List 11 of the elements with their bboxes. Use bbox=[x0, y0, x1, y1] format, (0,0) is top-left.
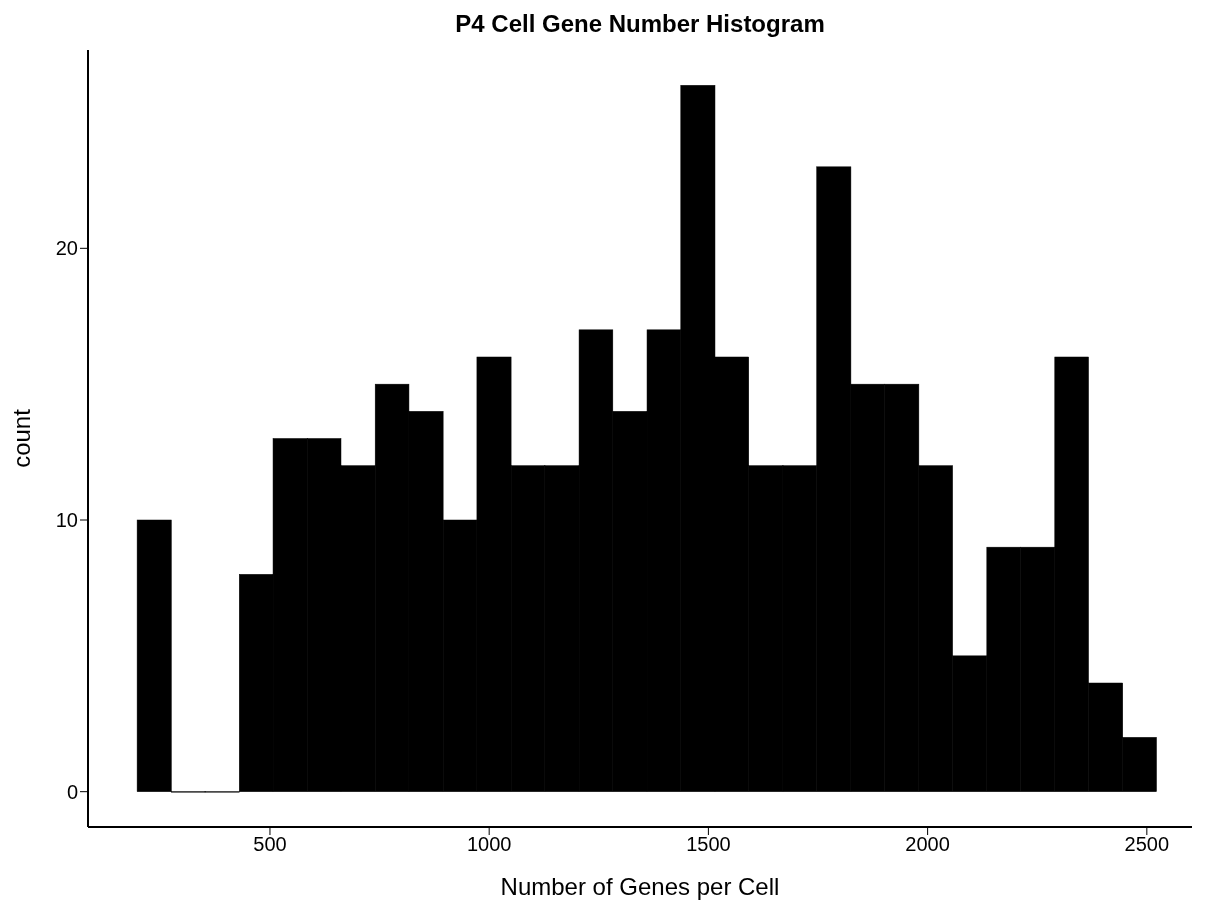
x-tick-label: 500 bbox=[253, 833, 287, 856]
x-tick-label: 2000 bbox=[905, 833, 950, 856]
x-tick-label: 2500 bbox=[1124, 833, 1170, 856]
x-axis-title: Number of Genes per Cell bbox=[500, 873, 780, 900]
x-tick-label: 1500 bbox=[686, 833, 731, 856]
y-tick-label: 20 bbox=[55, 237, 78, 260]
chart-title: P4 Cell Gene Number Histogram bbox=[455, 10, 825, 37]
y-axis-title: count bbox=[8, 408, 35, 468]
y-tick-label: 0 bbox=[66, 780, 78, 803]
y-tick-label: 10 bbox=[55, 509, 78, 532]
x-tick-label: 1000 bbox=[466, 833, 512, 856]
